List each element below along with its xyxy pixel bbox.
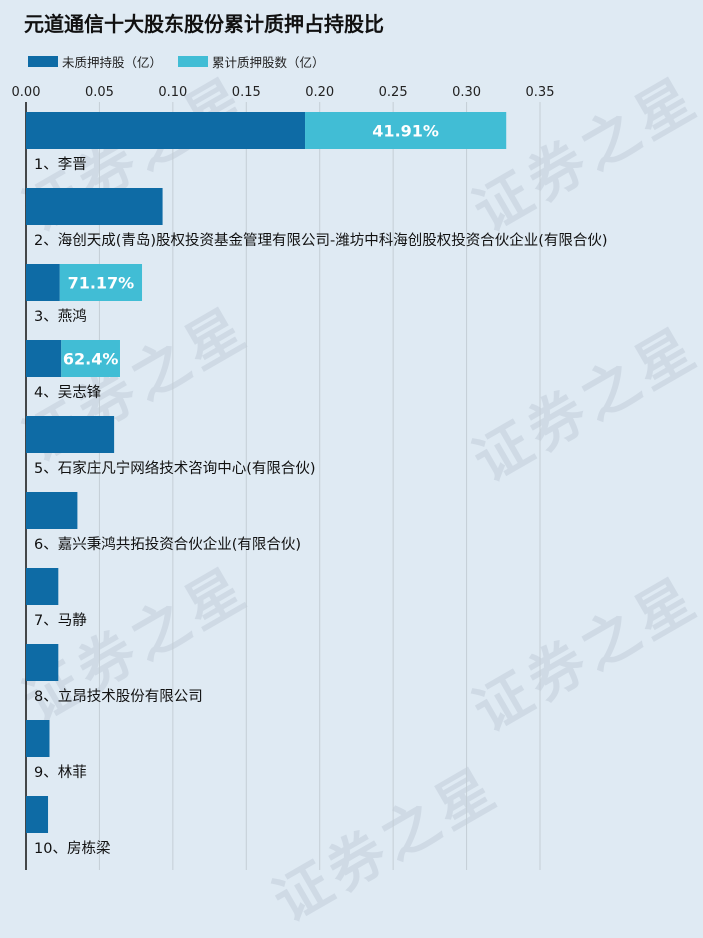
bar-unpledged [26, 264, 60, 301]
x-tick-label: 0.35 [526, 85, 555, 100]
x-tick-label: 0.15 [232, 85, 261, 100]
bar-unpledged [26, 112, 306, 149]
legend-item-unpledged: 未质押持股（亿） [28, 52, 162, 71]
legend-label-pledged: 累计质押股数（亿） [212, 55, 325, 70]
legend: 未质押持股（亿） 累计质押股数（亿） [28, 52, 341, 71]
bar-pledged [59, 264, 143, 301]
x-tick-label: 0.00 [12, 85, 41, 100]
bar-unpledged [26, 568, 59, 605]
x-tick-label: 0.25 [379, 85, 408, 100]
category-label: 8、立昂技术股份有限公司 [34, 688, 203, 705]
category-label: 6、嘉兴秉鸿共拓投资合伙企业(有限合伙) [34, 535, 301, 553]
category-label: 3、燕鸿 [34, 308, 87, 325]
category-label: 7、马静 [34, 612, 87, 629]
bar-unpledged [26, 644, 59, 681]
bar-pledged [305, 112, 507, 149]
legend-item-pledged: 累计质押股数（亿） [178, 52, 325, 71]
bar-unpledged [26, 188, 163, 225]
data-label: 62.4% [63, 350, 119, 369]
bar-pledged [61, 340, 120, 377]
category-label: 1、李晋 [34, 156, 87, 173]
chart-title: 元道通信十大股东股份累计质押占持股比 [24, 12, 384, 36]
category-label: 5、石家庄凡宁网络技术咨询中心(有限合伙) [34, 459, 316, 477]
x-tick-label: 0.30 [452, 85, 481, 100]
category-label: 10、房栋梁 [34, 839, 110, 857]
bar-unpledged [26, 340, 62, 377]
bar-unpledged [26, 416, 115, 453]
legend-swatch-unpledged [28, 56, 58, 67]
legend-swatch-pledged [178, 56, 209, 67]
category-label: 9、林菲 [34, 764, 87, 781]
data-label: 71.17% [68, 274, 135, 293]
bar-chart: 0.00 0.05 0.10 0.15 0.20 0.25 0.30 0.35 41.91% 1、… [12, 85, 608, 870]
category-label: 4、吴志锋 [34, 384, 102, 401]
bar-unpledged [26, 796, 49, 833]
legend-label-unpledged: 未质押持股（亿） [62, 55, 163, 70]
x-tick-label: 0.20 [305, 85, 334, 100]
x-tick-label: 0.10 [158, 85, 187, 100]
bar-unpledged [26, 492, 78, 529]
bar-unpledged [26, 720, 50, 757]
category-label: 2、海创天成(青岛)股权投资基金管理有限公司-潍坊中科海创股权投资合伙企业(有限… [34, 231, 608, 249]
data-label: 41.91% [372, 122, 439, 141]
x-tick-label: 0.05 [85, 85, 114, 100]
